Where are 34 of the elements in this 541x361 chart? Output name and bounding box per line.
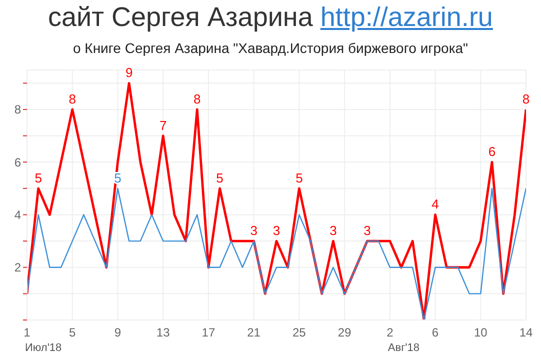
data-label: 3: [330, 223, 337, 238]
y-tick-label: 6: [14, 155, 22, 170]
data-label: 7: [159, 118, 167, 133]
x-tick-label: 17: [202, 326, 216, 340]
x-tick-label: 10: [474, 326, 488, 340]
text: Авг'18: [388, 342, 420, 354]
x-tick-label: 21: [247, 326, 261, 340]
y-tick-label: 2: [14, 260, 22, 275]
data-label: 4: [432, 196, 439, 212]
y-tick-label: 8: [14, 102, 22, 117]
data-label: 5: [34, 170, 42, 186]
y-tick-label: 4: [14, 208, 22, 222]
data-label: 3: [250, 223, 258, 238]
x-tick-label: 6: [432, 326, 439, 340]
x-tick-label: 29: [338, 326, 352, 340]
data-label: 3: [272, 223, 280, 238]
text: Июл'18: [25, 342, 62, 354]
data-label: 9: [125, 65, 133, 80]
x-tick-label: 25: [292, 326, 306, 340]
chart-subtitle: о Книге Сергея Азарина "Хавард.История биржевого игрока": [72, 40, 470, 56]
x-tick-label: 5: [69, 326, 76, 340]
x-tick-label: 2: [386, 326, 394, 340]
data-label: 8: [193, 91, 201, 106]
data-label: 8: [68, 91, 76, 106]
data-label: 6: [488, 144, 496, 160]
x-tick-label: 1: [24, 326, 31, 340]
chart-title: сайт Сергея Азарина http://azarin.ru: [48, 2, 493, 32]
x-tick-label: 9: [114, 326, 122, 340]
data-label: 3: [364, 223, 371, 238]
x-tick-label: 13: [156, 326, 170, 340]
data-label: 5: [296, 170, 303, 186]
data-label: 5: [216, 170, 224, 186]
data-label: 8: [522, 91, 530, 106]
x-tick-label: 14: [519, 326, 533, 340]
